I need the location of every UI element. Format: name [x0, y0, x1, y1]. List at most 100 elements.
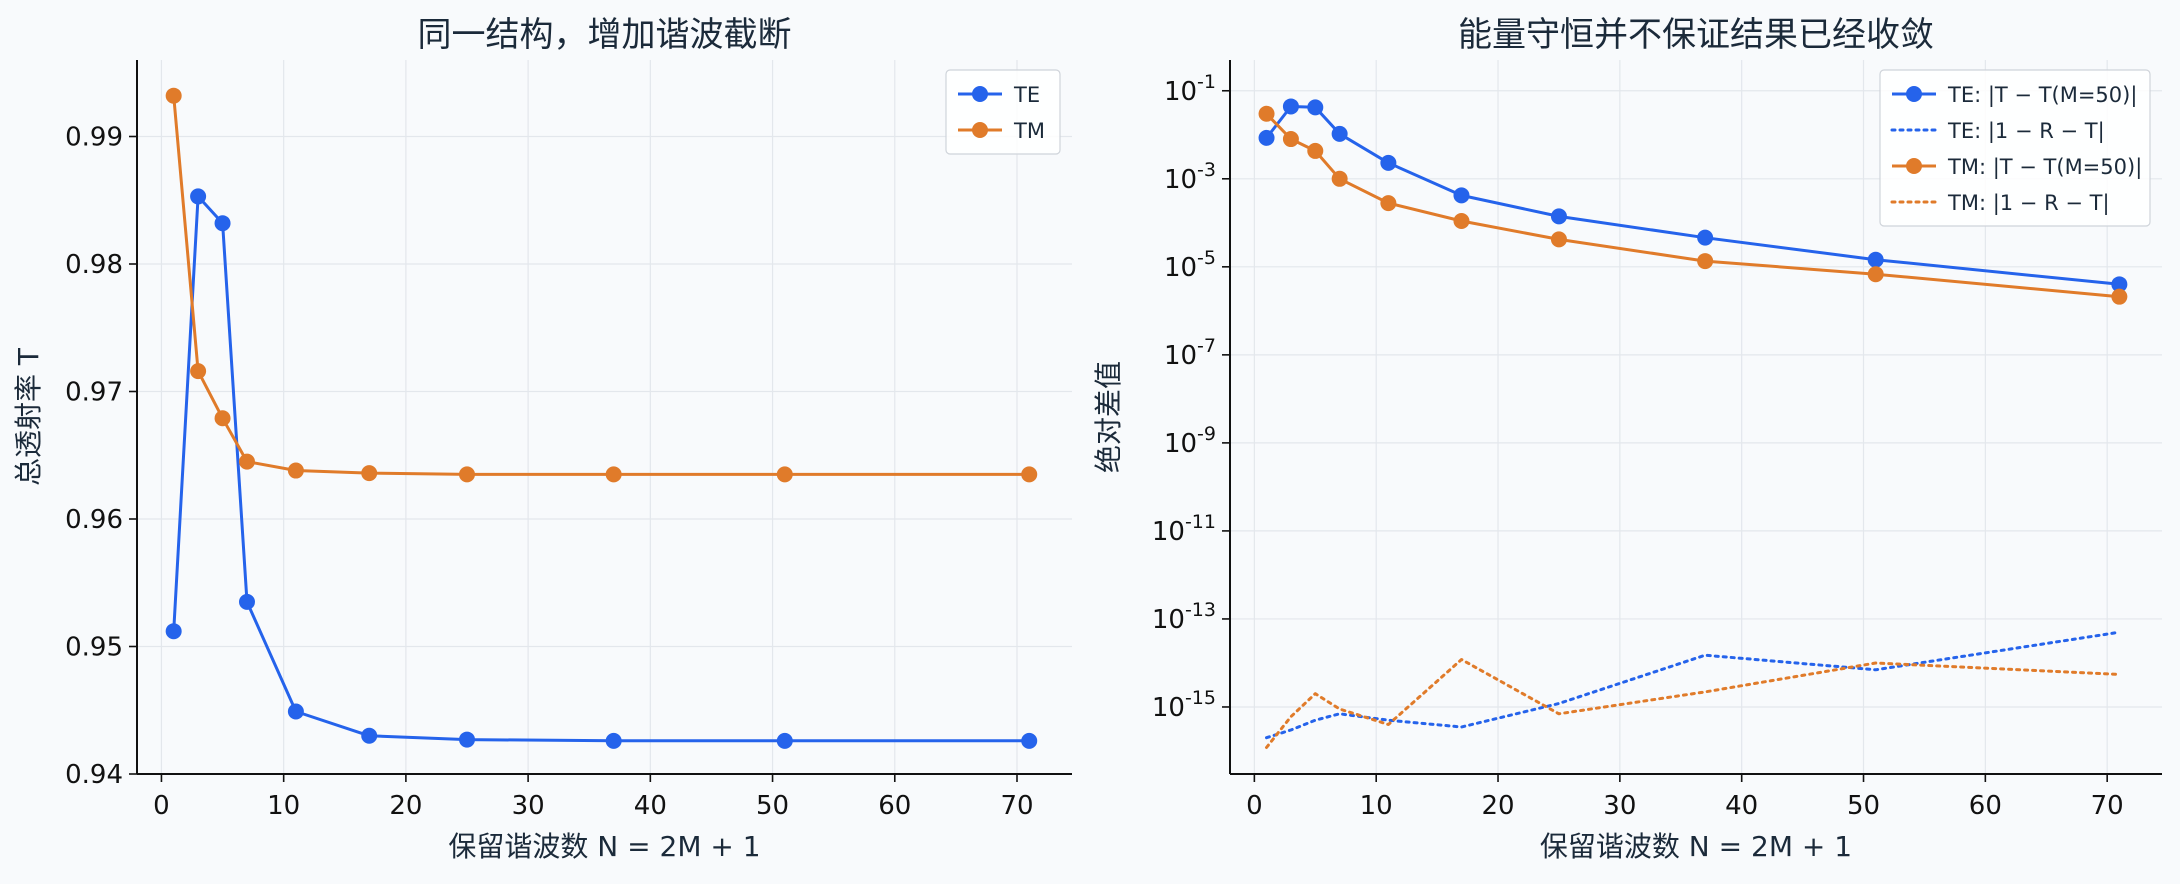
- y-tick-exponent: -5: [1197, 247, 1216, 269]
- y-tick-label: 10-13: [1152, 599, 1216, 635]
- data-point: [1380, 195, 1397, 212]
- data-point: [1021, 466, 1038, 483]
- x-tick-label: 40: [634, 791, 667, 821]
- legend-entry: TM: |T − T(M=50)|: [1947, 155, 2142, 180]
- legend-entry: TM: [1013, 119, 1045, 143]
- data-point: [239, 593, 255, 610]
- legend: TE: |T − T(M=50)| TE: |1 − R − T| TM: |T −…: [1879, 69, 2151, 227]
- data-point: [1550, 208, 1567, 225]
- data-point: [1697, 229, 1714, 246]
- x-tick-label: 40: [1725, 791, 1758, 821]
- legend-swatch-marker: [1906, 86, 1922, 102]
- left-panel: 0 10 20 30 40 50 60 70 0.94 0.95 0.96 0.97 0.98 0.99 同…: [12, 15, 1072, 863]
- data-point: [190, 188, 207, 205]
- y-tick-label: 0.99: [65, 123, 123, 153]
- series-line-1-3: [1265, 658, 2121, 749]
- y-tick-exponent: -3: [1197, 159, 1216, 181]
- data-point: [165, 623, 182, 640]
- data-point: [605, 732, 622, 749]
- data-point: [776, 732, 793, 749]
- data-point: [1307, 99, 1324, 116]
- data-point: [1282, 98, 1299, 115]
- data-point: [1282, 131, 1299, 148]
- data-point: [1550, 231, 1567, 248]
- data-point: [459, 731, 475, 748]
- series-line-0-1: [172, 95, 1030, 476]
- data-point: [1697, 253, 1714, 270]
- y-tick-label: 10-7: [1164, 335, 1216, 371]
- data-point: [239, 453, 255, 470]
- data-point: [1867, 251, 1884, 268]
- data-point: [214, 410, 231, 427]
- y-axis-label: 绝对差值: [1092, 361, 1125, 473]
- data-point: [776, 466, 793, 483]
- y-axis-label: 总透射率 T: [12, 347, 45, 486]
- data-point: [2111, 288, 2128, 305]
- data-point: [1307, 142, 1324, 159]
- chart-title: 能量守恒并不保证结果已经收敛: [1458, 15, 1934, 55]
- x-tick-label: 20: [389, 791, 422, 821]
- x-tick-label: 20: [1481, 791, 1514, 821]
- y-tick-exponent: -11: [1185, 511, 1216, 533]
- legend-entry: TE: |1 − R − T|: [1947, 119, 2105, 144]
- data-point: [165, 87, 182, 104]
- legend-swatch-marker: [1906, 158, 1922, 174]
- data-point: [1453, 187, 1470, 204]
- x-tick-label: 70: [1000, 791, 1033, 821]
- y-tick-label: 0.98: [65, 250, 123, 280]
- chart-title: 同一结构，增加谐波截断: [418, 15, 792, 55]
- y-tick-label: 0.96: [65, 505, 123, 535]
- x-tick-label: 0: [153, 791, 170, 821]
- series-line-1-2: [1265, 112, 2120, 299]
- legend-swatch-marker: [972, 122, 988, 138]
- legend-entry: TM: |1 − R − T|: [1947, 191, 2110, 216]
- y-tick-label: 10-9: [1164, 423, 1216, 459]
- y-tick-label: 10-3: [1164, 159, 1216, 195]
- data-point: [1453, 212, 1470, 229]
- x-tick-label: 0: [1246, 791, 1263, 821]
- y-tick-label: 0.95: [65, 633, 123, 663]
- data-point: [190, 363, 207, 380]
- right-panel: 0 10 20 30 40 50 60 70 10-15 10-13 10-11 10-9 10-7 10…: [1092, 15, 2162, 863]
- data-point: [1867, 266, 1884, 283]
- x-tick-label: 60: [1969, 791, 2002, 821]
- y-tick-label: 10-5: [1164, 247, 1216, 283]
- series-line-1-1: [1265, 630, 2121, 740]
- x-tick-label: 50: [1847, 791, 1880, 821]
- y-tick-exponent: -15: [1185, 687, 1216, 709]
- y-tick-exponent: -9: [1197, 423, 1216, 445]
- y-tick-exponent: -1: [1197, 71, 1216, 93]
- x-tick-label: 30: [512, 791, 545, 821]
- y-tick-exponent: -13: [1185, 599, 1216, 621]
- legend-swatch-marker: [972, 86, 988, 102]
- legend-entry: TE: [1013, 83, 1040, 107]
- x-tick-label: 10: [1360, 791, 1393, 821]
- data-point: [1258, 105, 1275, 122]
- y-tick-label: 0.97: [65, 378, 123, 408]
- y-tick-label: 0.94: [65, 760, 123, 790]
- data-point: [1331, 170, 1348, 187]
- legend-entry: TE: |T − T(M=50)|: [1947, 83, 2137, 108]
- data-point: [287, 703, 304, 720]
- x-axis-label: 保留谐波数 N = 2M + 1: [1540, 830, 1852, 863]
- data-point: [361, 727, 378, 744]
- data-point: [1021, 732, 1038, 749]
- series-line-1-0: [1265, 105, 2120, 286]
- x-tick-label: 60: [878, 791, 911, 821]
- data-point: [1258, 129, 1275, 146]
- x-tick-label: 10: [267, 791, 300, 821]
- legend: TE TM: [945, 69, 1061, 155]
- data-point: [1331, 125, 1348, 142]
- y-tick-label: 10-11: [1152, 511, 1216, 547]
- y-tick-label: 10-1: [1164, 71, 1216, 107]
- x-tick-label: 30: [1603, 791, 1636, 821]
- x-axis-label: 保留谐波数 N = 2M + 1: [448, 830, 760, 863]
- data-point: [361, 465, 378, 482]
- x-tick-label: 50: [756, 791, 789, 821]
- data-point: [287, 462, 304, 479]
- data-point: [1380, 154, 1397, 171]
- series-line-0-0: [172, 194, 1030, 743]
- data-point: [214, 215, 231, 232]
- x-tick-label: 70: [2091, 791, 2124, 821]
